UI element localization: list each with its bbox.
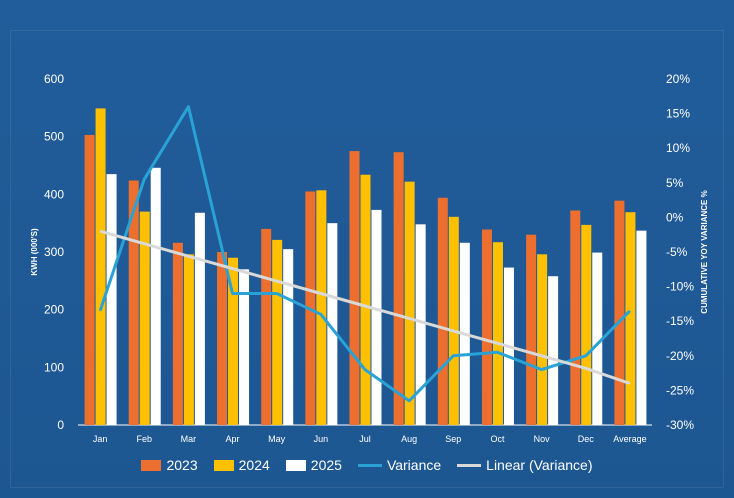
bar-2024-jul <box>360 174 371 425</box>
bar-2024-sep <box>448 216 459 425</box>
y-tick-label: 500 <box>44 130 64 144</box>
legend-label-variance: Variance <box>386 457 442 473</box>
bar-2023-oct <box>481 229 492 425</box>
bar-2024-jun <box>316 190 327 425</box>
legend-label-2025: 2025 <box>310 457 342 473</box>
bar-2025-average <box>636 230 647 425</box>
x-tick-label: Nov <box>534 434 551 444</box>
right-axis-ticks: -30% -25% -20% -15% -10% -5% 0% 5% 10% 15% 20% <box>666 72 694 432</box>
y-tick-label: 400 <box>44 187 64 201</box>
legend: 2023 2024 2025 Variance Linear (Variance… <box>0 455 734 475</box>
bar-2024-feb <box>139 211 150 425</box>
y-tick-label: 100 <box>44 360 64 374</box>
x-tick-label: Oct <box>490 434 505 444</box>
x-tick-label: Sep <box>445 434 461 444</box>
bar-2025-may <box>283 249 294 425</box>
bar-2024-average <box>625 212 636 425</box>
category-labels: Jan Feb Mar Apr May Jun Jul Aug Sep Oct Nov Dec Aver… <box>93 434 647 444</box>
bar-2024-jan <box>95 108 106 425</box>
x-tick-label: Apr <box>226 434 240 444</box>
bar-2023-sep <box>437 197 448 425</box>
legend-swatch-linear-variance <box>457 463 482 467</box>
bar-2024-nov <box>537 254 548 425</box>
bar-2024-oct <box>492 242 503 425</box>
legend-label-2023: 2023 <box>166 457 198 473</box>
y-tick-label: 200 <box>44 303 64 317</box>
y2-axis-title: CUMULATIVE YOY VARIANCE % <box>700 190 709 313</box>
linear-variance-line <box>99 229 631 385</box>
bar-2023-apr <box>217 252 228 425</box>
y2-tick-label: 5% <box>666 176 684 190</box>
bar-2023-nov <box>526 234 537 425</box>
bar-2025-aug <box>415 224 426 425</box>
legend-swatch-variance <box>357 463 382 467</box>
legend-label-2024: 2024 <box>238 457 270 473</box>
legend-swatch-2024 <box>213 459 234 471</box>
bar-2025-feb <box>150 167 161 425</box>
legend-item-2023: 2023 <box>141 457 198 473</box>
bar-2023-aug <box>393 152 404 425</box>
bar-2025-nov <box>548 276 559 425</box>
y2-tick-label: 10% <box>666 141 690 155</box>
x-tick-label: Jul <box>359 434 371 444</box>
y2-tick-label: -20% <box>666 349 694 363</box>
x-tick-label: Jun <box>314 434 329 444</box>
bar-2023-feb <box>128 180 139 425</box>
legend-item-variance: Variance <box>357 457 442 473</box>
legend-swatch-2025 <box>285 459 306 471</box>
y2-tick-label: -30% <box>666 418 694 432</box>
x-tick-label: Jan <box>93 434 108 444</box>
legend-swatch-2023 <box>141 459 162 471</box>
legend-label-linear-variance: Linear (Variance) <box>486 457 593 473</box>
bar-2023-jul <box>349 151 360 426</box>
y-tick-label: 300 <box>44 245 64 259</box>
bar-2024-apr <box>228 257 239 425</box>
bar-2024-aug <box>404 181 415 425</box>
bar-2023-dec <box>570 210 581 425</box>
bar-2025-jan <box>106 174 117 425</box>
y-tick-label: 600 <box>44 72 64 86</box>
x-tick-label: Feb <box>136 434 152 444</box>
x-tick-label: Aug <box>401 434 417 444</box>
y2-tick-label: 15% <box>666 107 690 121</box>
y2-tick-label: -25% <box>666 383 694 397</box>
legend-item-2025: 2025 <box>285 457 342 473</box>
y2-tick-label: -5% <box>666 245 688 259</box>
left-axis-ticks: 0 100 200 300 400 500 600 <box>44 72 64 432</box>
bar-2023-may <box>261 228 272 425</box>
bar-2025-apr <box>239 269 250 425</box>
bar-2025-jun <box>327 223 338 425</box>
y2-tick-label: 0% <box>666 210 684 224</box>
bar-2023-average <box>614 200 625 425</box>
x-tick-label: Average <box>613 434 646 444</box>
bar-2024-may <box>272 239 283 425</box>
y-axis-title: KWH (000'S) <box>30 228 39 276</box>
bar-2023-mar <box>172 242 183 425</box>
y-tick-label: 0 <box>57 418 64 432</box>
bar-series <box>84 108 647 426</box>
y2-tick-label: -15% <box>666 314 694 328</box>
legend-item-2024: 2024 <box>213 457 270 473</box>
bar-2025-dec <box>592 252 603 425</box>
y2-tick-label: 20% <box>666 72 690 86</box>
bar-2025-mar <box>194 212 205 425</box>
variance-line <box>98 105 631 403</box>
line-series <box>98 105 631 403</box>
x-tick-label: Mar <box>181 434 197 444</box>
bar-2024-dec <box>581 224 592 425</box>
bar-2023-jan <box>84 134 95 426</box>
y2-tick-label: -10% <box>666 280 694 294</box>
legend-item-linear-variance: Linear (Variance) <box>457 457 593 473</box>
bar-2024-mar <box>183 254 194 425</box>
x-tick-label: May <box>268 434 286 444</box>
bar-2025-jul <box>371 209 382 425</box>
x-tick-label: Dec <box>578 434 595 444</box>
